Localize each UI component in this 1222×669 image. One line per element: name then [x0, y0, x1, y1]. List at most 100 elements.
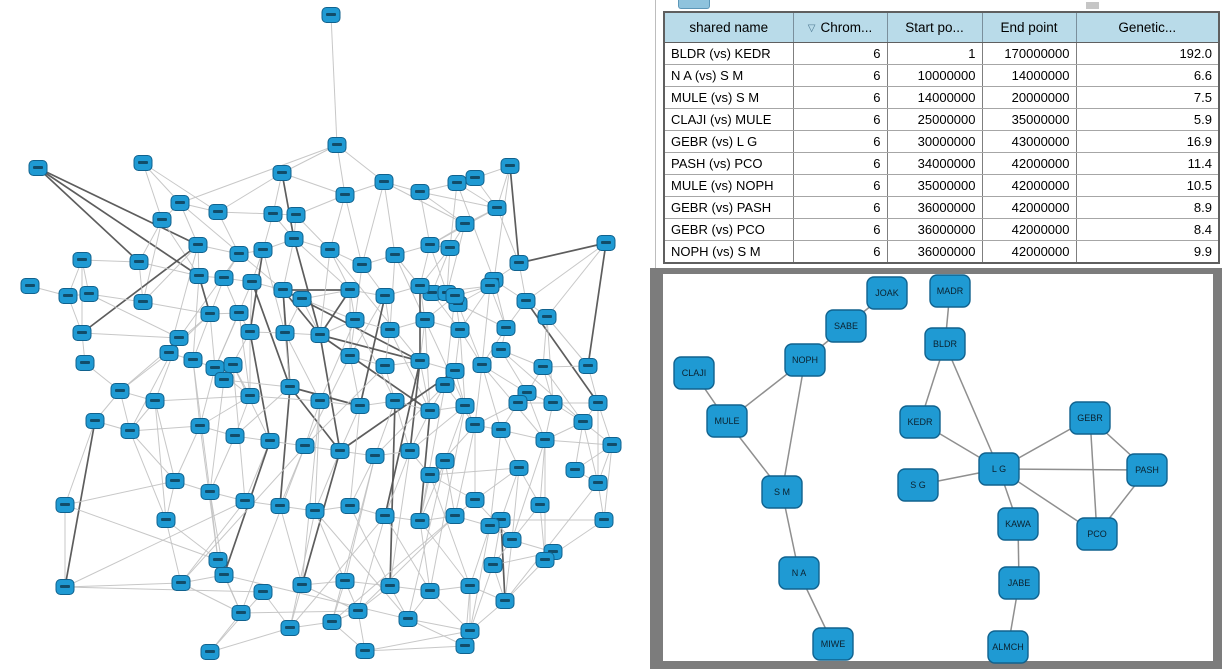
network-node[interactable]: [491, 342, 511, 358]
network-edge[interactable]: [469, 525, 491, 632]
network-edge[interactable]: [331, 455, 376, 623]
overview-network-canvas[interactable]: [0, 0, 655, 669]
table-cell[interactable]: 42000000: [981, 196, 1077, 219]
network-node[interactable]: [165, 473, 185, 489]
network-edge[interactable]: [496, 207, 520, 264]
table-cell[interactable]: 42000000: [981, 152, 1077, 175]
network-edge[interactable]: [214, 312, 240, 369]
table-row[interactable]: N A (vs) S M 6 10000000 14000000 6.6: [663, 64, 1220, 87]
network-node[interactable]: [58, 288, 78, 304]
network-edge[interactable]: [349, 405, 361, 507]
network-edge[interactable]: [454, 424, 476, 517]
network-node[interactable]: [573, 414, 593, 430]
network-node-shape[interactable]: [997, 507, 1039, 541]
network-edge[interactable]: [154, 395, 251, 402]
network-node[interactable]: [508, 395, 528, 411]
network-node-miwe[interactable]: MIWE: [812, 627, 854, 661]
network-edge[interactable]: [142, 244, 199, 303]
network-node-n-a[interactable]: N A: [778, 556, 820, 590]
network-edge[interactable]: [64, 500, 246, 588]
network-node[interactable]: [533, 359, 553, 375]
network-node[interactable]: [280, 379, 300, 395]
network-edge[interactable]: [542, 316, 548, 368]
network-edge[interactable]: [329, 249, 421, 362]
network-node[interactable]: [340, 282, 360, 298]
network-edge[interactable]: [165, 519, 182, 584]
network-node[interactable]: [231, 605, 251, 621]
network-edge[interactable]: [544, 439, 613, 446]
network-node[interactable]: [188, 237, 208, 253]
network-edge[interactable]: [419, 520, 471, 587]
network-edge[interactable]: [357, 515, 456, 612]
network-node[interactable]: [380, 322, 400, 338]
network-node[interactable]: [445, 363, 465, 379]
network-edge[interactable]: [429, 405, 466, 592]
network-edge[interactable]: [161, 219, 200, 277]
network-edge[interactable]: [249, 281, 253, 333]
network-edge[interactable]: [178, 253, 240, 339]
network-edge[interactable]: [234, 386, 291, 437]
network-node[interactable]: [465, 417, 485, 433]
network-node[interactable]: [375, 358, 395, 374]
network-node[interactable]: [537, 309, 557, 325]
network-edge[interactable]: [424, 319, 466, 407]
network-node[interactable]: [594, 512, 614, 528]
network-edge[interactable]: [504, 482, 599, 602]
network-node-claji[interactable]: CLAJI: [673, 356, 715, 390]
network-edge[interactable]: [180, 500, 246, 584]
network-node-gebr[interactable]: GEBR: [1069, 401, 1111, 435]
network-node[interactable]: [435, 453, 455, 469]
network-edge[interactable]: [37, 167, 199, 246]
network-edge[interactable]: [525, 242, 607, 302]
network-edge[interactable]: [223, 379, 291, 388]
network-node[interactable]: [535, 432, 555, 448]
network-edge[interactable]: [511, 467, 520, 541]
network-node[interactable]: [480, 278, 500, 294]
network-edge[interactable]: [64, 504, 219, 561]
network-node[interactable]: [330, 443, 350, 459]
network-edge[interactable]: [511, 439, 546, 541]
network-node[interactable]: [420, 237, 440, 253]
network-edge[interactable]: [383, 181, 466, 225]
network-node[interactable]: [350, 398, 370, 414]
table-cell[interactable]: CLAJI (vs) MULE: [663, 108, 794, 131]
network-edge[interactable]: [603, 444, 613, 521]
network-edge[interactable]: [546, 316, 589, 367]
network-edge[interactable]: [409, 360, 421, 452]
network-edge[interactable]: [349, 355, 361, 407]
network-node[interactable]: [352, 257, 372, 273]
table-row[interactable]: GEBR (vs) L G 6 30000000 43000000 16.9: [663, 130, 1220, 153]
network-node-shape[interactable]: [761, 475, 803, 509]
network-node-pash[interactable]: PASH: [1126, 453, 1168, 487]
table-cell[interactable]: 14000000: [886, 86, 983, 109]
table-cell[interactable]: MULE (vs) NOPH: [663, 174, 794, 197]
column-header-start-po-[interactable]: Start po...: [886, 11, 983, 43]
network-node[interactable]: [229, 305, 249, 321]
network-node[interactable]: [129, 254, 149, 270]
table-row[interactable]: MULE (vs) NOPH 6 35000000 42000000 10.5: [663, 174, 1220, 197]
network-node[interactable]: [410, 278, 430, 294]
network-edge[interactable]: [384, 450, 411, 517]
table-cell[interactable]: 6: [792, 218, 888, 241]
network-edge[interactable]: [1089, 417, 1098, 535]
network-edge[interactable]: [240, 610, 359, 614]
network-edge[interactable]: [474, 364, 483, 426]
table-cell[interactable]: 10.5: [1075, 174, 1220, 197]
network-node[interactable]: [280, 620, 300, 636]
network-node[interactable]: [530, 497, 550, 513]
network-node[interactable]: [460, 578, 480, 594]
network-node[interactable]: [183, 352, 203, 368]
network-edge[interactable]: [199, 367, 216, 427]
network-edge[interactable]: [142, 301, 211, 315]
network-edge[interactable]: [249, 249, 264, 333]
network-node-shape[interactable]: [866, 276, 908, 310]
network-node[interactable]: [85, 413, 105, 429]
network-node-shape[interactable]: [924, 327, 966, 361]
network-edge[interactable]: [142, 219, 163, 303]
network-edge[interactable]: [457, 303, 483, 366]
network-edge[interactable]: [481, 364, 502, 431]
network-edge[interactable]: [301, 400, 321, 586]
network-node[interactable]: [133, 294, 153, 310]
table-cell[interactable]: 6: [792, 64, 888, 87]
network-node[interactable]: [110, 383, 130, 399]
